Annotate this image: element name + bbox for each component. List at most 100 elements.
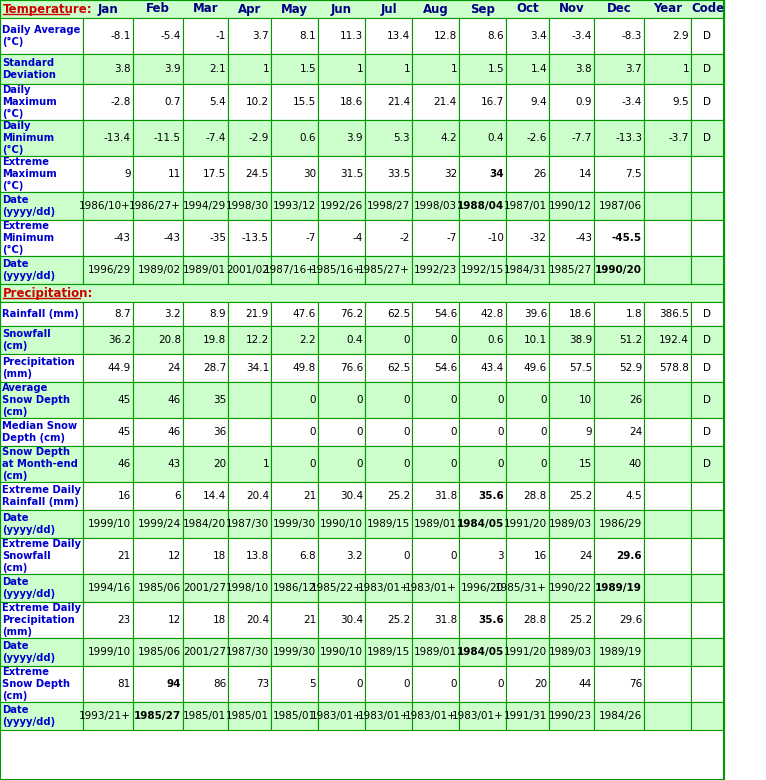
Bar [183, 220, 228, 256]
Bar [228, 120, 271, 156]
Bar [644, 192, 691, 220]
Bar [83, 156, 133, 192]
Text: 0: 0 [309, 395, 316, 405]
Bar [506, 418, 549, 446]
Text: 1985/16+: 1985/16+ [311, 265, 363, 275]
Text: 1989/15: 1989/15 [367, 647, 410, 657]
Text: 30.4: 30.4 [340, 491, 363, 501]
Text: 1990/22: 1990/22 [549, 583, 592, 593]
Bar [228, 510, 271, 538]
Bar [691, 354, 724, 382]
Text: 9: 9 [124, 169, 131, 179]
Bar [644, 326, 691, 354]
Text: 20.4: 20.4 [246, 615, 269, 625]
Bar [183, 602, 228, 638]
Bar [691, 538, 724, 574]
Bar [0, 302, 83, 326]
Bar [133, 418, 183, 446]
Bar [183, 18, 228, 54]
Text: 0: 0 [404, 459, 410, 469]
Bar [365, 256, 412, 284]
Bar [691, 220, 724, 256]
Bar [506, 256, 549, 284]
Bar [271, 418, 318, 446]
Text: 1989/01: 1989/01 [183, 265, 226, 275]
Bar [133, 574, 183, 602]
Text: 0: 0 [541, 395, 547, 405]
Bar [365, 156, 412, 192]
Text: 1985/06: 1985/06 [138, 583, 181, 593]
Text: 0: 0 [541, 427, 547, 437]
Bar [271, 192, 318, 220]
Text: 0: 0 [497, 679, 504, 689]
Bar [83, 638, 133, 666]
Text: Daily
Minimum
(°C): Daily Minimum (°C) [2, 122, 54, 154]
Text: 2.1: 2.1 [209, 64, 226, 74]
Bar [0, 482, 83, 510]
Text: 1989/03: 1989/03 [549, 519, 592, 529]
Bar [318, 256, 365, 284]
Text: Aug: Aug [423, 2, 448, 16]
Bar [183, 84, 228, 120]
Text: 1985/31+: 1985/31+ [495, 583, 547, 593]
Text: 43: 43 [168, 459, 181, 469]
Text: 47.6: 47.6 [293, 309, 316, 319]
Bar [365, 574, 412, 602]
Bar [228, 0, 271, 18]
Text: 35.6: 35.6 [478, 615, 504, 625]
Text: 35: 35 [213, 395, 226, 405]
Bar [0, 446, 83, 482]
Text: Daily Average
(°C): Daily Average (°C) [2, 25, 80, 47]
Text: Oct: Oct [516, 2, 538, 16]
Bar [83, 220, 133, 256]
Text: 1985/06: 1985/06 [138, 647, 181, 657]
Text: 29.6: 29.6 [617, 551, 642, 561]
Bar [0, 702, 83, 730]
Text: 76.6: 76.6 [340, 363, 363, 373]
Bar [83, 0, 133, 18]
Bar [644, 538, 691, 574]
Bar [691, 418, 724, 446]
Text: 1999/10: 1999/10 [88, 519, 131, 529]
Text: 1987/30: 1987/30 [226, 647, 269, 657]
Bar [228, 220, 271, 256]
Text: 3.7: 3.7 [252, 31, 269, 41]
Bar [644, 302, 691, 326]
Bar [644, 482, 691, 510]
Bar [133, 354, 183, 382]
Bar [594, 84, 644, 120]
Bar [644, 666, 691, 702]
Text: Date
(yyyy/dd): Date (yyyy/dd) [2, 195, 55, 217]
Text: 25.2: 25.2 [568, 615, 592, 625]
Bar [83, 666, 133, 702]
Text: 34.1: 34.1 [246, 363, 269, 373]
Text: 3.9: 3.9 [346, 133, 363, 143]
Text: 1984/05: 1984/05 [457, 647, 504, 657]
Bar [459, 156, 506, 192]
Bar [271, 18, 318, 54]
Text: Rainfall (mm): Rainfall (mm) [2, 309, 79, 319]
Text: 10.2: 10.2 [246, 97, 269, 107]
Bar [318, 602, 365, 638]
Bar [549, 602, 594, 638]
Bar [133, 538, 183, 574]
Text: 30.4: 30.4 [340, 615, 363, 625]
Bar [412, 702, 459, 730]
Bar [365, 354, 412, 382]
Text: 1: 1 [263, 459, 269, 469]
Text: 3.2: 3.2 [165, 309, 181, 319]
Text: 1984/20: 1984/20 [183, 519, 226, 529]
Bar [133, 156, 183, 192]
Text: 1996/20: 1996/20 [461, 583, 504, 593]
Bar [0, 54, 83, 84]
Bar [228, 538, 271, 574]
Bar [0, 84, 83, 120]
Text: Extreme
Maximum
(°C): Extreme Maximum (°C) [2, 158, 57, 190]
Text: 1: 1 [450, 64, 457, 74]
Text: 2001/02: 2001/02 [226, 265, 269, 275]
Text: 0: 0 [356, 395, 363, 405]
Bar [0, 256, 83, 284]
Bar [594, 446, 644, 482]
Text: Nov: Nov [558, 2, 584, 16]
Bar [0, 418, 83, 446]
